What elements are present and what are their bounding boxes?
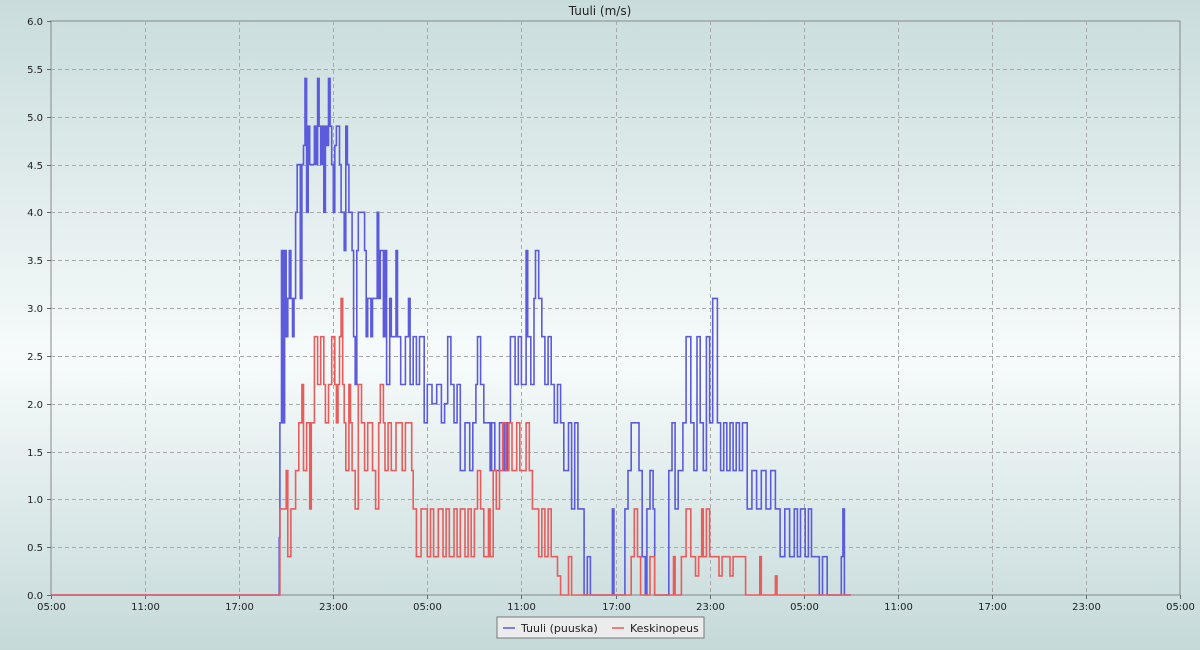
x-tick-label: 05:00: [413, 602, 442, 613]
series-layer: [51, 77, 851, 596]
x-tick-label: 11:00: [884, 602, 913, 613]
series-line-1: [51, 297, 851, 596]
y-tick-label: 3.0: [27, 304, 43, 315]
legend: Tuuli (puuska) Keskinopeus: [496, 616, 705, 639]
series-line-0: [51, 77, 851, 596]
x-tick-label: 17:00: [978, 602, 1007, 613]
legend-label-gust: Tuuli (puuska): [520, 622, 598, 635]
y-tick-label: 4.0: [27, 208, 43, 219]
y-tick-label: 0.0: [27, 591, 43, 602]
legend-label-average: Keskinopeus: [630, 622, 699, 635]
x-tick-label: 23:00: [1072, 602, 1101, 613]
legend-box: [496, 616, 705, 639]
x-tick-label: 23:00: [696, 602, 725, 613]
x-tick-label: 05:00: [37, 602, 66, 613]
x-tick-label: 23:00: [319, 602, 348, 613]
y-tick-label: 5.0: [27, 113, 43, 124]
y-tick-label: 3.5: [27, 256, 43, 267]
x-tick-label: 05:00: [1166, 602, 1195, 613]
y-axis: 0.0 0.5 1.0 1.5 2.0 2.5 3.0 3.5 4.0 4.5 5.0 5.5 6.0: [27, 17, 51, 602]
y-tick-label: 6.0: [27, 17, 43, 28]
y-tick-label: 1.0: [27, 495, 43, 506]
y-tick-label: 2.5: [27, 352, 43, 363]
x-tick-label: 17:00: [225, 602, 254, 613]
gridlines: [51, 21, 1180, 595]
x-tick-label: 11:00: [131, 602, 160, 613]
y-tick-label: 1.5: [27, 448, 43, 459]
x-tick-label: 05:00: [790, 602, 819, 613]
y-tick-label: 0.5: [27, 543, 43, 554]
x-axis: 05:00 11:00 17:00 23:00 05:00 11:00 17:00 23:00…: [37, 595, 1195, 613]
y-tick-label: 4.5: [27, 161, 43, 172]
y-tick-label: 2.0: [27, 400, 43, 411]
x-tick-label: 17:00: [602, 602, 631, 613]
y-tick-label: 5.5: [27, 65, 43, 76]
chart-title: Tuuli (m/s): [568, 4, 632, 18]
x-tick-label: 11:00: [507, 602, 536, 613]
